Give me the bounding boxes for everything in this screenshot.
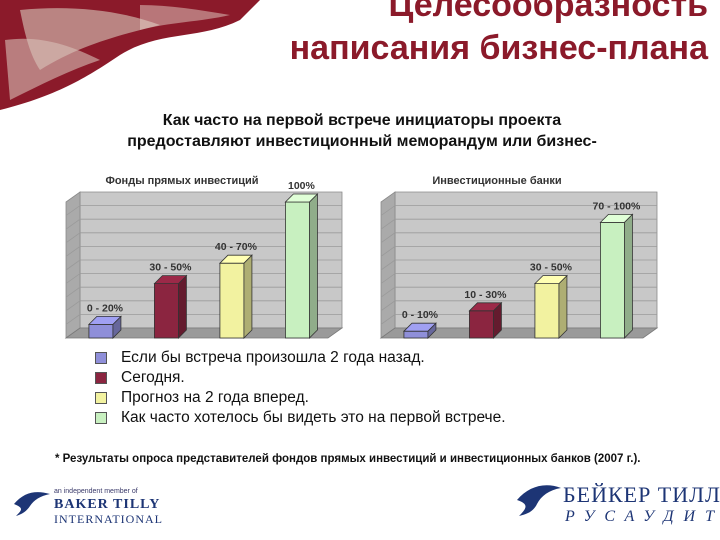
- bar: [600, 222, 625, 339]
- bar-label: 70 - 100%: [592, 200, 641, 212]
- logo-brand: BAKER TILLY: [54, 497, 161, 512]
- legend-label: Если бы встреча произошла 2 года назад.: [121, 349, 425, 366]
- bar: [154, 283, 179, 339]
- decorative-swirl: [0, 0, 260, 110]
- bar-side: [624, 213, 633, 339]
- gridline: [65, 286, 342, 298]
- bar-top: [468, 302, 503, 312]
- gridline: [380, 273, 657, 284]
- chart-private-equity-svg: Фонды прямых инвестиций 0 - 20% 30 - 50% 40…: [64, 175, 344, 339]
- bar-label: 30 - 50%: [530, 262, 573, 274]
- logo-brand: БЕЙКЕР ТИЛЛИ: [563, 482, 720, 507]
- gridline: [380, 286, 657, 298]
- subtitle-line-1: Как часто на первой встрече инициаторы п…: [162, 112, 562, 129]
- legend-swatch: [95, 352, 107, 364]
- bar-top: [87, 315, 122, 325]
- baker-tilly-rusaudit-logo: БЕЙКЕР ТИЛЛИ РУСАУДИТ: [515, 470, 720, 532]
- bar: [534, 283, 560, 339]
- bar-top: [218, 254, 253, 264]
- bar-top: [284, 193, 319, 203]
- chart-title: Фонды прямых инвестиций: [105, 175, 258, 187]
- bar: [285, 201, 310, 339]
- gridline: [380, 246, 657, 257]
- bar: [403, 330, 429, 339]
- gridline: [380, 300, 657, 312]
- chart-private-equity: Фонды прямых инвестиций 0 - 20% 30 - 50% 40…: [42, 160, 352, 340]
- legend-swatch: [95, 412, 107, 424]
- legend-item: Если бы встреча произошла 2 года назад.: [95, 348, 575, 368]
- bar: [88, 323, 114, 339]
- gridline: [65, 313, 342, 325]
- baker-tilly-international-logo: an independent member of BAKER TILLY INT…: [12, 478, 172, 528]
- bird-icon: [517, 485, 561, 516]
- gridline: [380, 232, 657, 244]
- gridline: [380, 259, 657, 271]
- legend-item: Сегодня.: [95, 368, 575, 388]
- bar-label: 0 - 20%: [87, 302, 124, 314]
- gridline: [380, 313, 657, 325]
- bar-side: [178, 274, 187, 339]
- logo-sub: INTERNATIONAL: [54, 512, 163, 526]
- bar-label: 10 - 30%: [464, 289, 507, 301]
- legend-label: Прогноз на 2 года вперед.: [121, 389, 309, 406]
- bar-side: [558, 274, 568, 339]
- bar-top: [599, 214, 634, 223]
- bar-label: 100%: [288, 180, 316, 192]
- chart-investment-banks-svg: Инвестиционные банки 0 - 10% 10 - 30% 30 - …: [379, 175, 659, 339]
- bar-label: 30 - 50%: [149, 262, 192, 274]
- gridline: [65, 259, 342, 271]
- legend-item: Как часто хотелось бы видеть это на перв…: [95, 408, 575, 428]
- footnote: * Результаты опроса представителей фондо…: [55, 453, 641, 465]
- chart-title: Инвестиционные банки: [432, 175, 561, 187]
- legend-swatch: [95, 372, 107, 384]
- logo-sub: РУСАУДИТ: [565, 508, 720, 525]
- slide-title: Целесообразность написания бизнес-плана: [289, 0, 708, 67]
- bar: [219, 262, 245, 339]
- bar-label: 40 - 70%: [215, 241, 258, 253]
- legend-label: Сегодня.: [121, 369, 185, 386]
- bar-top: [153, 275, 188, 284]
- slide-subtitle: Как часто на первой встрече инициаторы п…: [62, 110, 662, 152]
- subtitle-line-2: предоставляют инвестиционный меморандум …: [127, 133, 597, 150]
- gridline: [65, 273, 342, 284]
- logo-tagline: an independent member of: [54, 488, 138, 495]
- bird-icon: [14, 492, 50, 516]
- bar-side: [243, 254, 253, 339]
- gridline: [65, 300, 342, 312]
- gridline: [65, 218, 342, 230]
- gridline: [380, 205, 657, 216]
- chart-investment-banks: Инвестиционные банки 0 - 10% 10 - 30% 30 - …: [357, 160, 667, 340]
- legend-label: Как часто хотелось бы видеть это на перв…: [121, 409, 506, 426]
- gridline: [65, 205, 342, 216]
- gridline: [65, 246, 342, 257]
- bar-label: 0 - 10%: [402, 309, 439, 321]
- bar-top: [402, 322, 437, 332]
- bar-side: [309, 193, 318, 339]
- bar-top: [533, 275, 568, 284]
- legend: Если бы встреча произошла 2 года назад. …: [95, 348, 575, 428]
- gridline: [380, 218, 657, 230]
- gridline: [65, 232, 342, 244]
- legend-item: Прогноз на 2 года вперед.: [95, 388, 575, 408]
- legend-swatch: [95, 392, 107, 404]
- bar: [469, 310, 494, 339]
